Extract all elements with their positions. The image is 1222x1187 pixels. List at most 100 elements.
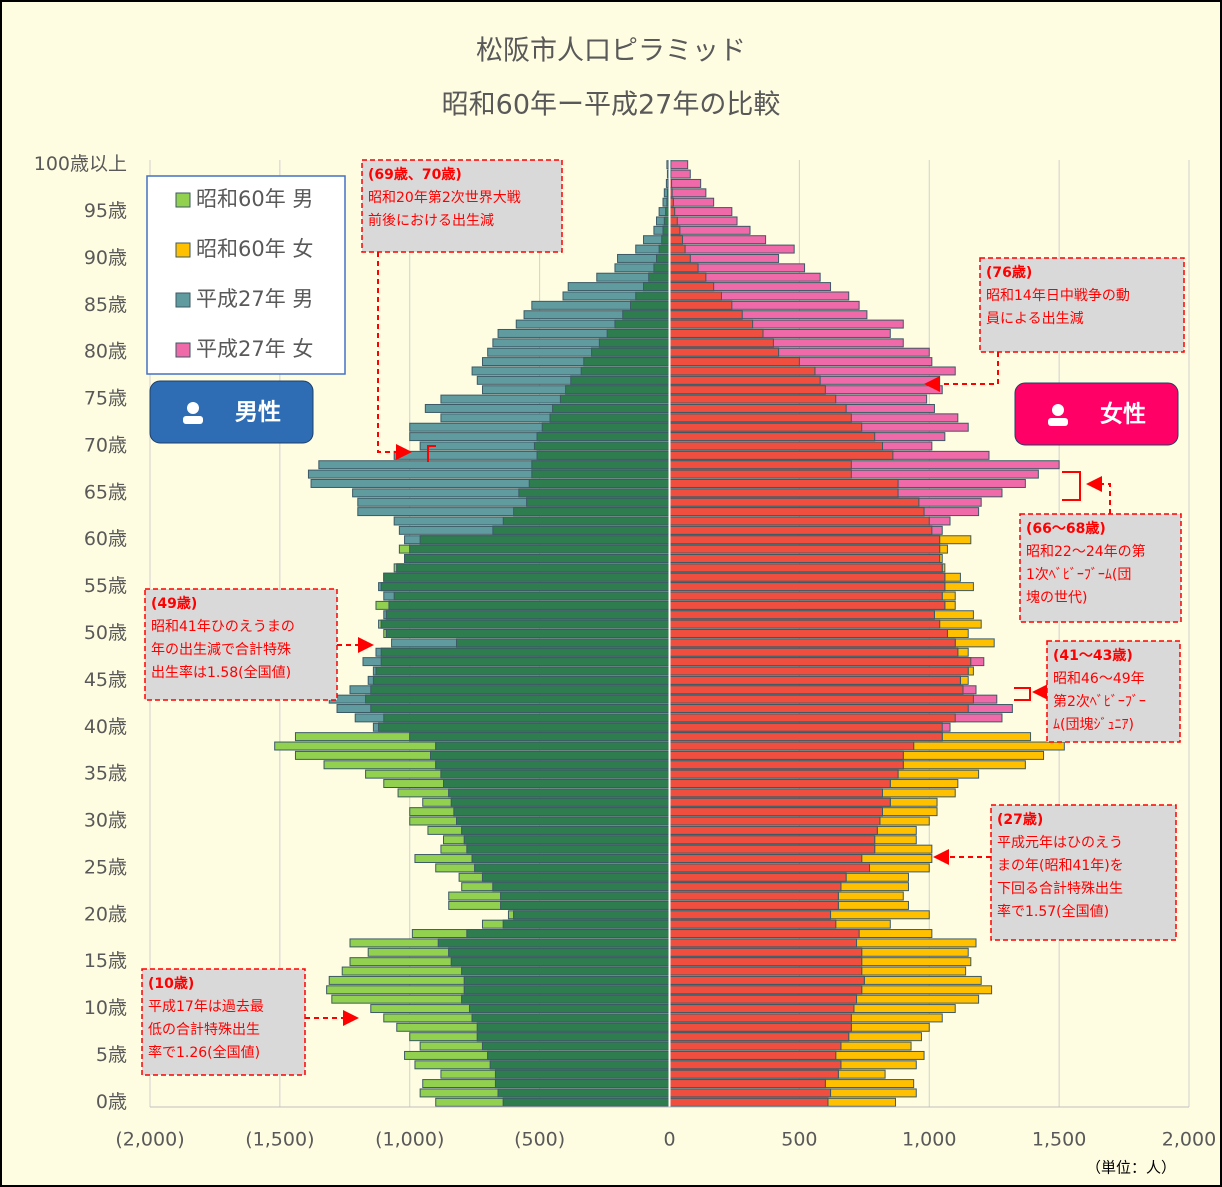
annotation-text: 1次ﾍﾞﾋﾞｰﾌﾞｰﾑ(団 — [1026, 567, 1131, 583]
annotation-text: 年の出生減で合計特殊 — [151, 641, 291, 658]
overlap-bar — [380, 582, 670, 592]
overlap-bar — [380, 619, 670, 629]
y-tick-label: 50歳 — [84, 622, 127, 644]
overlap-bar — [669, 366, 816, 376]
y-tick-label: 55歳 — [84, 575, 127, 597]
axes: (2,000) (1,500) (1,000) (500) 0 500 1,000 1,500… — [34, 153, 1216, 1150]
overlap-bar — [463, 985, 670, 995]
overlap-bar — [614, 319, 671, 329]
overlap-bar — [435, 760, 670, 770]
overlap-bar — [598, 338, 670, 348]
annotation-box — [1019, 513, 1182, 623]
y-tick-label: 25歳 — [84, 856, 127, 878]
legend-swatch — [175, 242, 191, 258]
overlap-bar — [466, 929, 670, 939]
y-tick-label: 90歳 — [84, 247, 127, 269]
overlap-bar — [669, 1079, 826, 1089]
y-tick-label: 65歳 — [84, 481, 127, 503]
overlap-bar — [380, 647, 670, 657]
arrow — [1086, 476, 1111, 514]
overlap-bar — [435, 741, 670, 751]
overlap-bar — [669, 347, 780, 357]
overlap-bar — [669, 891, 839, 901]
overlap-bar — [396, 563, 670, 573]
arrow — [377, 252, 412, 460]
overlap-bar — [466, 844, 670, 854]
overlap-bar — [635, 291, 670, 301]
overlap-bar — [669, 582, 946, 592]
y-tick-label: 10歳 — [84, 997, 127, 1019]
overlap-bar — [481, 1041, 671, 1051]
legend-label: 平成27年 男 — [196, 287, 313, 311]
overlap-bar — [443, 779, 670, 789]
overlap-bar — [570, 375, 670, 385]
overlap-bar — [669, 1097, 829, 1107]
overlap-bar — [669, 929, 860, 939]
overlap-bar — [669, 310, 743, 320]
overlap-bar — [448, 947, 670, 957]
overlap-bar — [669, 713, 956, 723]
overlap-bar — [669, 797, 891, 807]
annotation-text: 昭和14年日中戦争の動 — [986, 288, 1130, 304]
overlap-bar — [669, 647, 959, 657]
overlap-bar — [456, 816, 670, 826]
annotation-box — [979, 257, 1185, 353]
y-tick-label: 100歳以上 — [34, 153, 127, 175]
overlap-bar — [383, 572, 670, 582]
overlap-bar — [669, 844, 876, 854]
annotation-text: 出生率は1.58(全国値) — [151, 664, 291, 681]
bar — [669, 244, 795, 254]
annotation-text: (41～43歳) — [1053, 647, 1133, 664]
overlap-bar — [370, 685, 670, 695]
overlap-bar — [669, 357, 800, 367]
bar — [669, 169, 691, 179]
overlap-bar — [669, 685, 964, 695]
overlap-bar — [502, 919, 671, 929]
overlap-bar — [669, 919, 837, 929]
overlap-bar — [669, 328, 764, 338]
overlap-bar — [669, 450, 894, 460]
overlap-bar — [476, 1032, 670, 1042]
side-label: 女性 — [1100, 401, 1146, 428]
annotation-text: (76歳) — [986, 264, 1032, 281]
x-tick-label: 2,000 — [1162, 1129, 1216, 1151]
side-badge — [149, 380, 314, 444]
overlap-bar — [492, 525, 670, 535]
overlap-bar — [518, 488, 670, 498]
person-icon — [183, 416, 203, 424]
overlap-bar — [669, 1060, 842, 1070]
overlap-bar — [385, 610, 670, 620]
overlap-bar — [461, 994, 671, 1004]
annotation-text: 率で1.26(全国値) — [148, 1044, 260, 1061]
legend-label: 昭和60年 男 — [196, 187, 313, 211]
x-tick-label: (2,000) — [115, 1129, 184, 1151]
overlap-bar — [643, 282, 671, 292]
overlap-bar — [669, 563, 943, 573]
overlap-bar — [656, 253, 671, 263]
overlap-bar — [450, 797, 670, 807]
badges: 男性 女性 — [149, 380, 1179, 446]
overlap-bar — [669, 854, 863, 864]
overlap-bar — [669, 629, 948, 638]
annotation-text: まの年(昭和41年)を — [997, 858, 1124, 874]
overlap-bar — [453, 807, 670, 817]
overlap-bar — [393, 591, 670, 601]
overlap-bar — [669, 1013, 852, 1023]
annotation-text: (69歳、70歳) — [368, 166, 462, 183]
overlap-bar — [565, 385, 670, 395]
overlap-bar — [463, 975, 670, 985]
arrow — [924, 352, 999, 392]
overlap-bar — [669, 769, 899, 779]
y-tick-label: 60歳 — [84, 528, 127, 550]
annotation-text: 昭和46～49年 — [1053, 671, 1145, 687]
overlap-bar — [669, 760, 904, 770]
overlap-bar — [669, 413, 852, 423]
legend-label: 昭和60年 女 — [196, 237, 313, 261]
overlap-bar — [494, 1079, 670, 1089]
annotation-text: 平成17年は過去最 — [148, 999, 264, 1015]
y-tick-label: 40歳 — [84, 716, 127, 738]
overlap-bar — [419, 535, 671, 545]
bracket — [1014, 687, 1031, 701]
